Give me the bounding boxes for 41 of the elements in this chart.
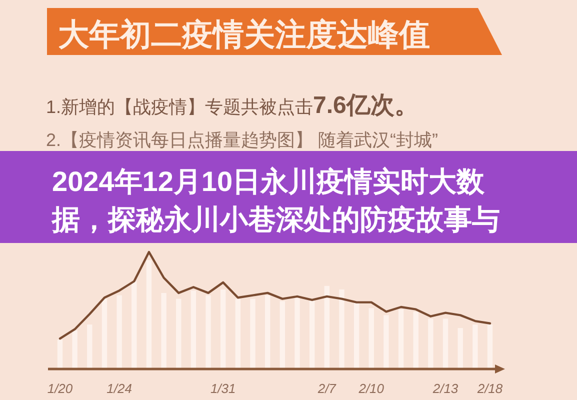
x-tick-label: 2/13 [432, 381, 459, 396]
bar [398, 309, 404, 369]
bar [294, 295, 300, 369]
x-tick-label: 2/18 [476, 381, 504, 396]
x-tick-label: 1/24 [106, 381, 132, 396]
bar [487, 324, 493, 369]
bar [206, 295, 211, 369]
x-tick-label: 1/20 [47, 381, 74, 396]
bar [413, 312, 418, 369]
bar [354, 302, 360, 369]
bar [250, 298, 256, 369]
bar [235, 298, 241, 369]
bar [458, 328, 463, 369]
bar [280, 301, 286, 369]
x-tick-label: 2/7 [316, 381, 337, 396]
bar [176, 298, 182, 369]
x-tick-label: 1/31 [210, 381, 236, 396]
bar [146, 260, 152, 369]
bar [190, 290, 196, 369]
bar [220, 289, 226, 369]
bar [264, 295, 270, 369]
bar [57, 340, 63, 369]
bar [339, 289, 344, 369]
chart-title: 大年初二疫情关注度达峰值 [58, 17, 430, 52]
bar [72, 330, 78, 369]
bar [324, 286, 330, 369]
text: 2024年12月10日永川疫情实时大数据，探秘永川小巷深处的防疫故事与 [51, 166, 500, 235]
bar [442, 318, 448, 369]
bar [116, 295, 122, 369]
text: 1.新增的【战疫情】专题共被点击7.6亿次。 [46, 92, 418, 119]
bar [384, 315, 389, 369]
bar [161, 292, 166, 369]
bar [102, 298, 108, 369]
bar [472, 324, 478, 369]
text: 2.【疫情资讯每日点播量趋势图】 随着武汉“封城” [46, 130, 438, 150]
bar [87, 324, 92, 369]
bar [368, 308, 374, 369]
bar [309, 298, 315, 369]
bar [428, 318, 434, 369]
bar [132, 281, 137, 369]
x-tick-label: 2/10 [358, 381, 385, 396]
